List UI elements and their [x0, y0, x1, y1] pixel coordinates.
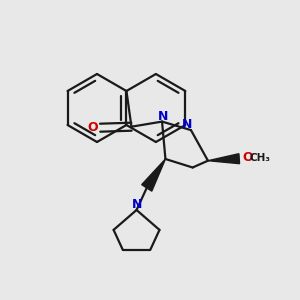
Text: O: O — [88, 121, 98, 134]
Polygon shape — [208, 154, 239, 164]
Text: CH₃: CH₃ — [250, 153, 271, 163]
Text: N: N — [132, 199, 143, 212]
Text: O: O — [242, 151, 253, 164]
Text: N: N — [182, 118, 193, 130]
Polygon shape — [142, 159, 165, 191]
Text: N: N — [158, 110, 168, 123]
